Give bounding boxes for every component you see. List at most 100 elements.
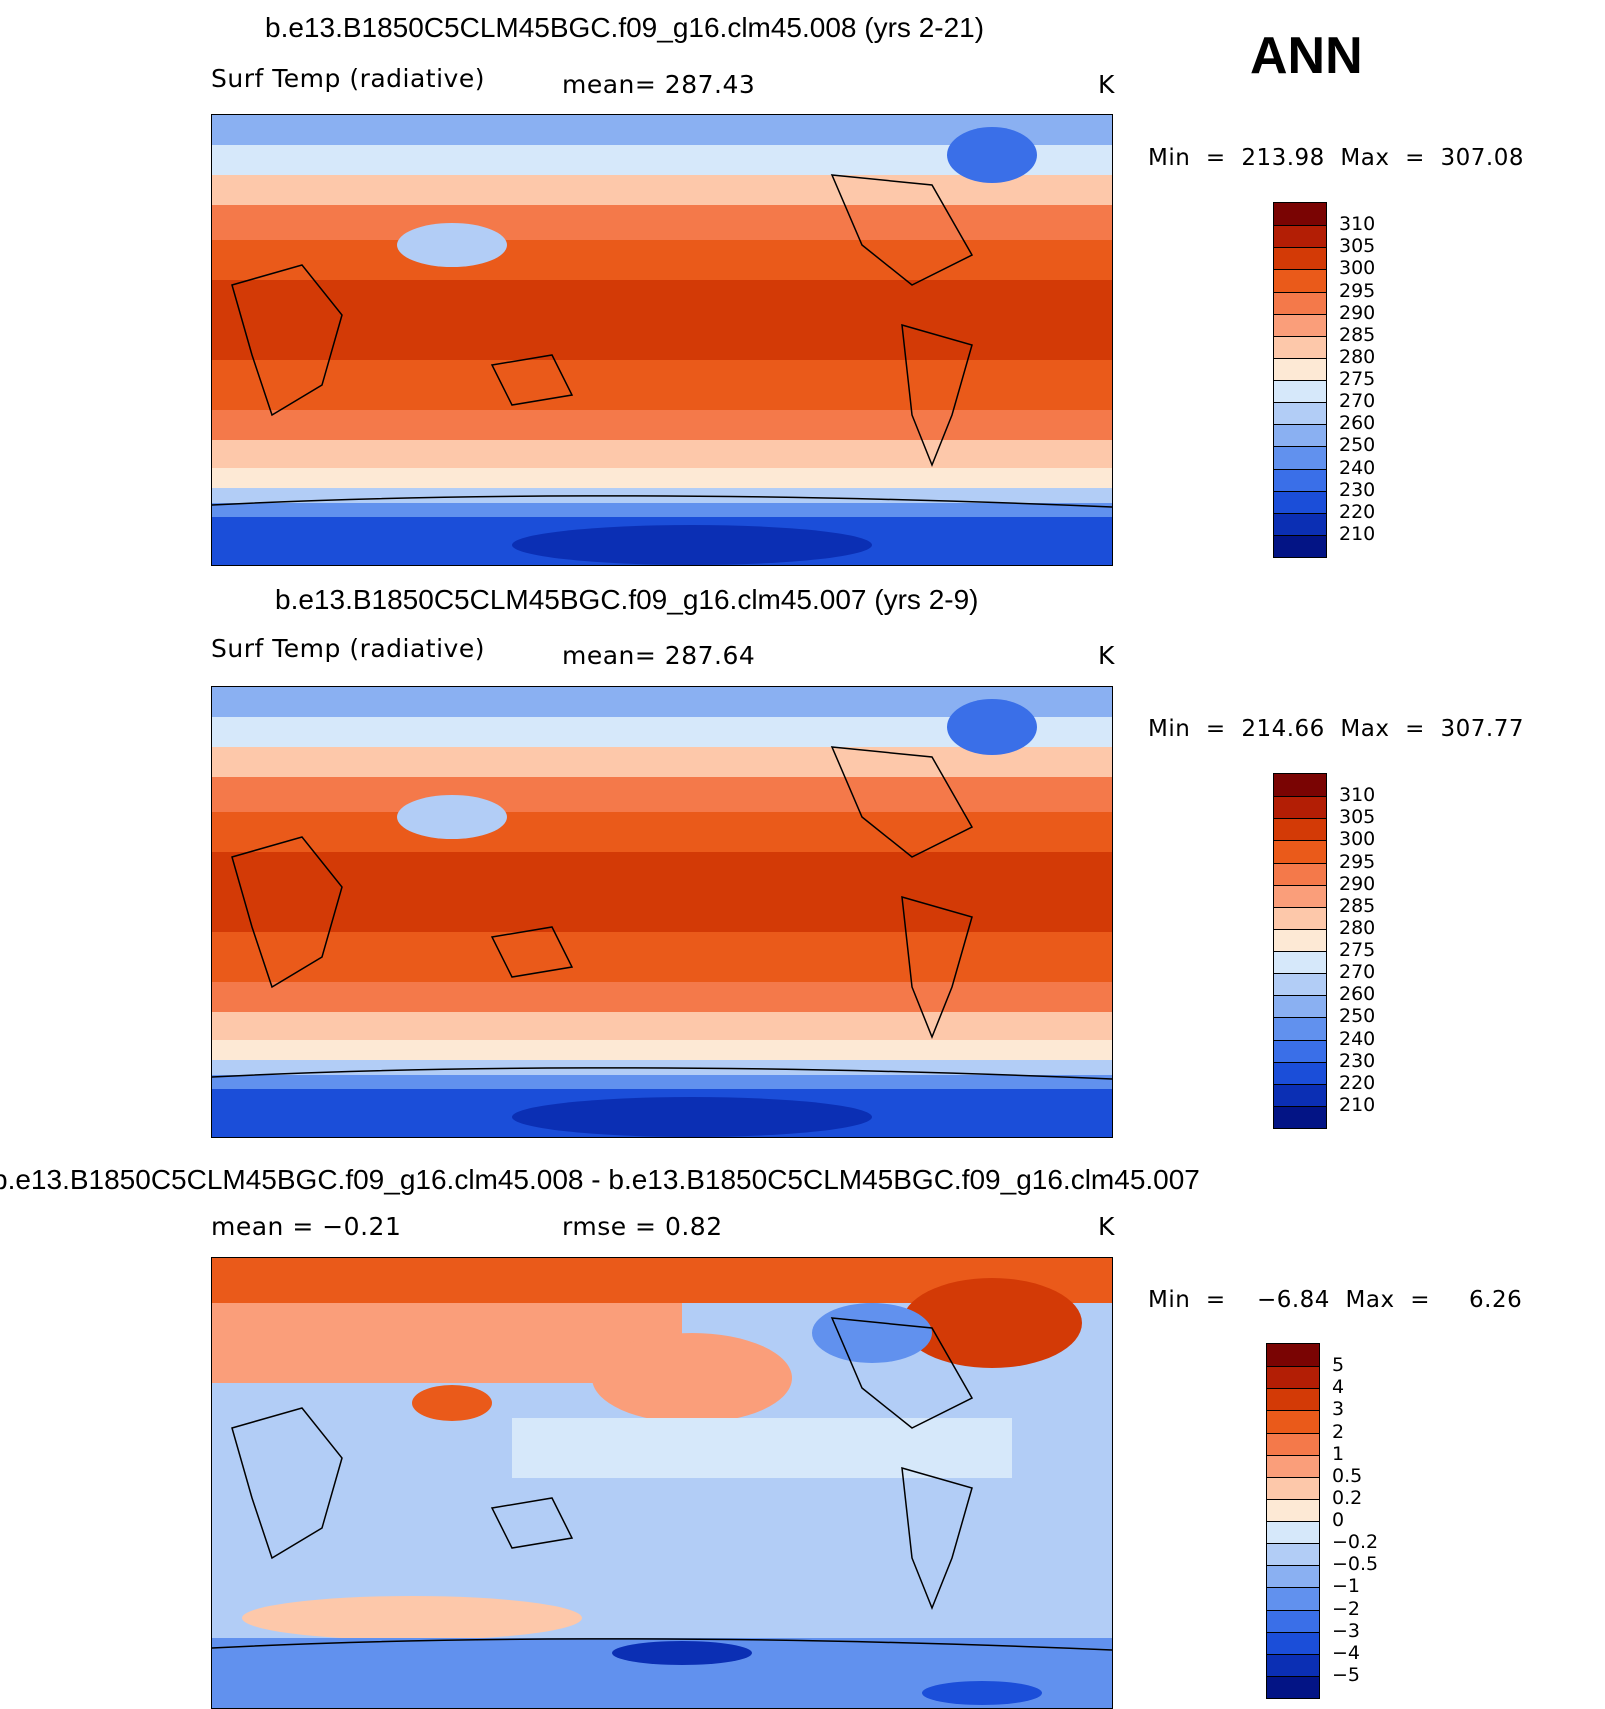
colorbar-tick-label: −4 [1332,1641,1361,1664]
panel1-units: K [1098,70,1115,99]
colorbar-segment [1274,291,1326,314]
p2-greenland [947,699,1037,755]
colorbar-tick-label: −1 [1332,1575,1361,1598]
colorbar-tick-label: 295 [1339,850,1376,873]
colorbar-tick-label: 240 [1339,456,1376,479]
p1-band-southmid [212,440,1112,468]
colorbar-segment [1274,973,1326,996]
colorbar-segment [1274,424,1326,447]
p1-antarctic-plateau [512,525,872,565]
panel2-units: K [1098,641,1115,670]
colorbar-tick-label: 295 [1339,279,1376,302]
p2-band-south-warm [212,932,1112,982]
colorbar-segment [1274,995,1326,1018]
colorbar-segment [1267,1454,1319,1477]
p3-southern-cold-spot [612,1641,752,1665]
panel1-title: b.e13.B1850C5CLM45BGC.f09_g16.clm45.008 … [265,12,985,43]
p1-greenland [947,127,1037,183]
colorbar-tick-label: 310 [1339,784,1376,807]
p1-tibet [397,223,507,267]
panel2-colorbar [1273,773,1327,1129]
colorbar-segment [1274,1105,1326,1128]
colorbar-tick-label: 270 [1339,390,1376,413]
panel3-mean: mean = −0.21 [211,1212,402,1241]
colorbar-segment [1274,402,1326,425]
panel3-map-svg [212,1258,1112,1708]
colorbar-segment [1274,1039,1326,1062]
colorbar-segment [1267,1653,1319,1676]
p2-coast-namerica [830,746,974,858]
colorbar-segment [1267,1410,1319,1433]
colorbar-segment [1274,269,1326,292]
p3-coast-samerica [901,1466,973,1611]
season-label: ANN [1250,27,1363,85]
colorbar-segment [1274,796,1326,819]
p3-coast-australia [490,1497,574,1549]
p3-coast-namerica [830,1317,974,1429]
p2-coast-samerica [901,895,973,1040]
colorbar-tick-label: 290 [1339,872,1376,895]
colorbar-tick-label: 275 [1339,368,1376,390]
p2-band-southcool [212,1040,1112,1060]
colorbar-tick-label: 0.5 [1332,1464,1363,1487]
colorbar-tick-label: −0.2 [1332,1531,1379,1554]
colorbar-segment [1267,1432,1319,1455]
panel2-map-svg [212,687,1112,1137]
p3-coast-africa [231,1407,343,1560]
p1-band-northsub [212,205,1112,240]
colorbar-tick-label: 310 [1339,213,1376,236]
colorbar-tick-label: 285 [1339,323,1376,346]
panel3-rmse: rmse = 0.82 [562,1212,723,1241]
colorbar-segment [1274,884,1326,907]
colorbar-tick-label: 275 [1339,939,1376,961]
panel2-map [211,686,1113,1138]
colorbar-segment [1267,1609,1319,1632]
colorbar-tick-label: 280 [1339,916,1376,939]
colorbar-tick-label: 260 [1339,983,1376,1006]
colorbar-segment [1274,862,1326,885]
colorbar-segment [1267,1543,1319,1566]
colorbar-segment [1267,1388,1319,1411]
p1-band-north-warm [212,240,1112,280]
colorbar-segment [1267,1631,1319,1654]
p3-antarctic-cool [922,1681,1042,1705]
colorbar-segment [1274,906,1326,929]
p2-coast-australia [490,926,574,978]
panel1-map-svg [212,115,1112,565]
colorbar-segment [1274,203,1326,226]
colorbar-tick-label: 5 [1332,1354,1345,1377]
panel1-colorbar [1273,202,1327,558]
colorbar-segment [1274,774,1326,797]
p3-coast-antarctica [212,1638,1112,1651]
p1-band-southpolar [212,503,1112,517]
p1-band-south-warm [212,360,1112,410]
p1-coast-samerica [901,323,973,468]
colorbar-tick-label: 250 [1339,434,1376,457]
colorbar-tick-label: −3 [1332,1619,1361,1642]
p2-band-northsub [212,777,1112,812]
colorbar-tick-label: 220 [1339,500,1376,523]
colorbar-tick-label: 250 [1339,1005,1376,1028]
p1-band-southsub [212,410,1112,440]
colorbar-segment [1274,840,1326,863]
panel1-variable: Surf Temp (radiative) [211,64,485,93]
panel2-title: b.e13.B1850C5CLM45BGC.f09_g16.clm45.007 … [275,584,979,615]
p3-tibet-warm [412,1385,492,1421]
p2-coast-africa [231,836,343,989]
colorbar-segment [1274,313,1326,336]
p2-coast-antarctica [212,1067,1112,1080]
p2-band-southsub [212,982,1112,1012]
p3-greenland-warm [902,1278,1082,1368]
p3-southern-warm [242,1596,582,1640]
colorbar-segment [1274,1061,1326,1084]
colorbar-tick-label: 305 [1339,235,1376,258]
colorbar-tick-label: 220 [1339,1071,1376,1094]
p3-npacific-warm [592,1333,792,1423]
colorbar-tick-label: −5 [1332,1663,1361,1686]
colorbar-segment [1267,1675,1319,1698]
colorbar-tick-label: 210 [1339,1093,1376,1116]
colorbar-tick-label: 290 [1339,301,1376,324]
panel1-map [211,114,1113,566]
panel2-variable: Surf Temp (radiative) [211,634,485,663]
colorbar-segment [1274,1083,1326,1106]
